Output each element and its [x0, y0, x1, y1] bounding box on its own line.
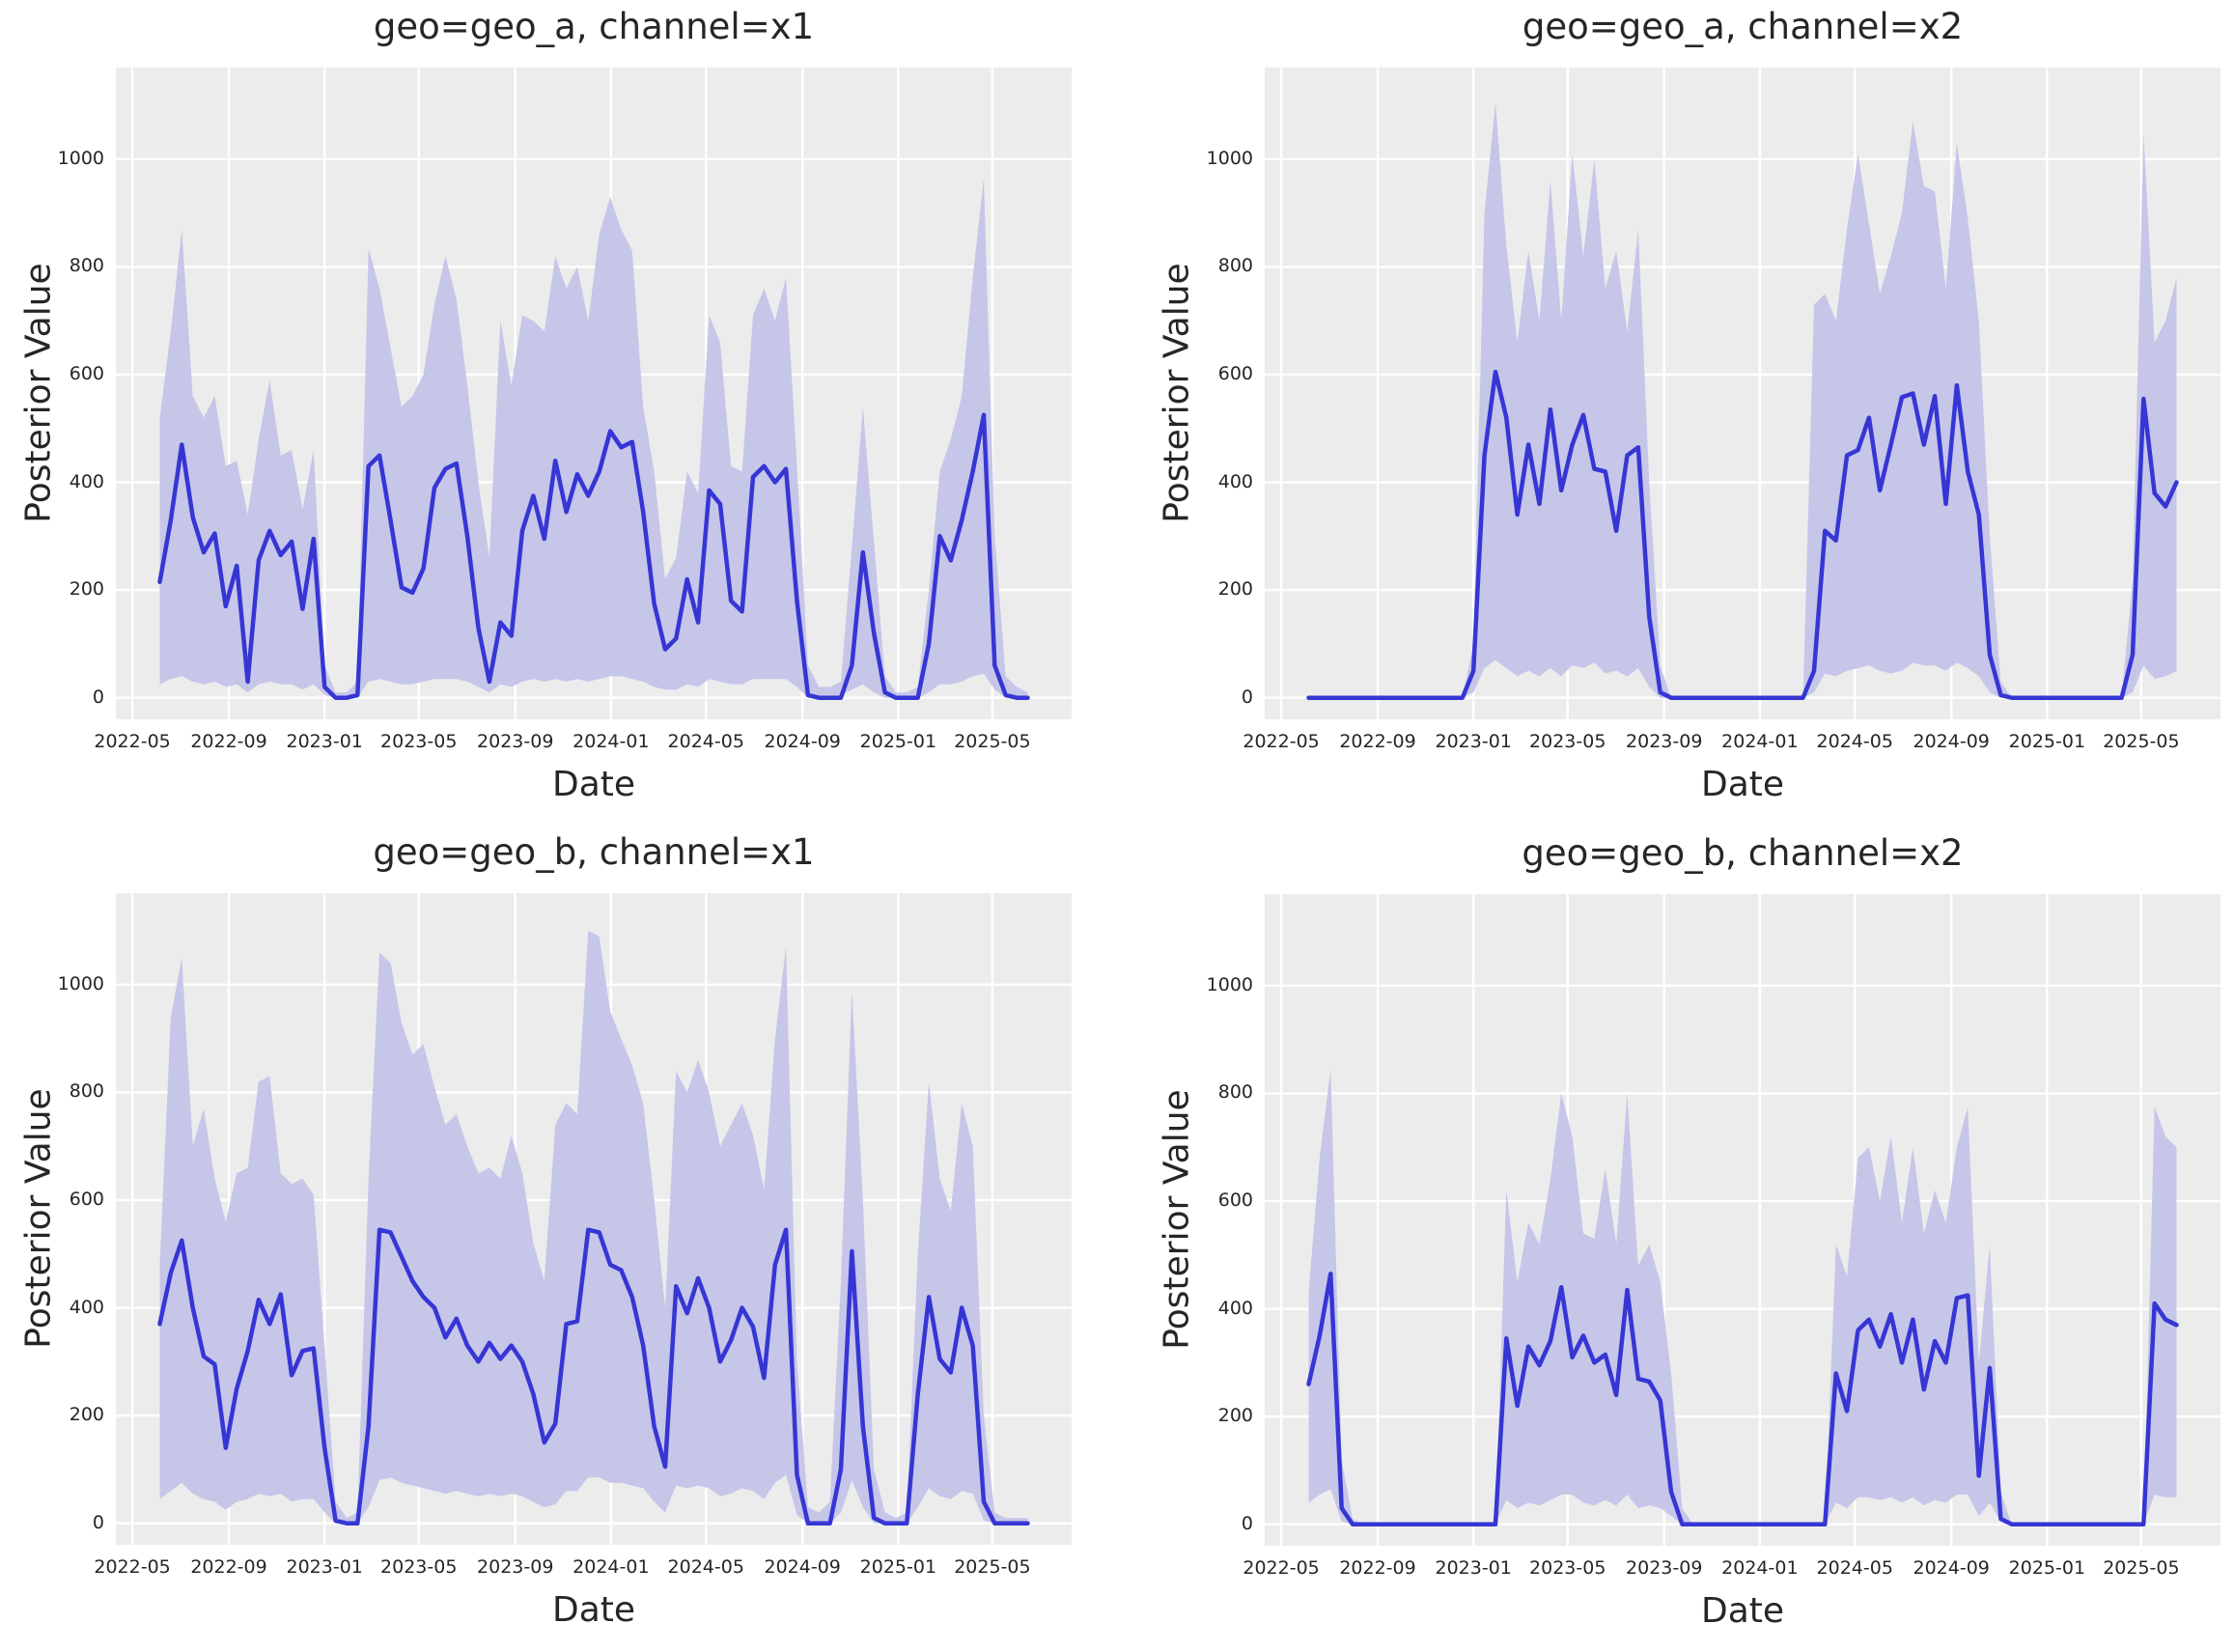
credible-interval-band — [1308, 1069, 2177, 1525]
x-tick-label: 2024-01 — [1721, 1557, 1799, 1579]
y-tick-label: 400 — [1217, 470, 1253, 492]
y-tick-label: 1000 — [57, 147, 104, 169]
y-tick-label: 600 — [69, 1188, 104, 1210]
x-axis-label: Date — [1700, 765, 1785, 804]
gridlines — [1265, 894, 2220, 1546]
x-tick-label: 2022-09 — [1339, 1557, 1416, 1579]
y-tick-label: 0 — [92, 1511, 104, 1533]
plot-canvas — [1265, 894, 2220, 1546]
median-line — [157, 412, 1030, 700]
y-tick-label: 0 — [1241, 1512, 1253, 1534]
x-tick-label: 2023-05 — [380, 1556, 458, 1578]
panel-geo-b-x1: geo=geo_b, channel=x1 Posterior Value Da… — [0, 826, 1117, 1651]
x-tick-label: 2023-09 — [1626, 1557, 1703, 1579]
credible-interval-band — [1308, 102, 2177, 698]
x-tick-label: 2023-05 — [380, 731, 458, 752]
x-tick-label: 2025-01 — [2008, 731, 2086, 752]
y-tick-label: 1000 — [57, 972, 104, 994]
x-tick-label: 2024-05 — [1816, 731, 1893, 752]
y-tick-label: 800 — [69, 1080, 104, 1103]
x-tick-label: 2025-05 — [954, 1556, 1031, 1578]
x-tick-label: 2025-01 — [2008, 1557, 2086, 1579]
y-tick-label: 400 — [1217, 1297, 1253, 1319]
x-tick-label: 2025-05 — [2103, 1557, 2180, 1579]
median-line — [157, 1227, 1030, 1526]
x-tick-label: 2025-01 — [859, 1556, 937, 1578]
x-tick-label: 2023-09 — [1626, 731, 1703, 752]
x-tick-label: 2023-01 — [286, 1556, 363, 1578]
x-tick-label: 2023-05 — [1529, 1557, 1606, 1579]
median-line — [1306, 369, 2179, 700]
panel-title: geo=geo_a, channel=x1 — [373, 6, 815, 47]
x-tick-label: 2024-01 — [572, 1556, 650, 1578]
panel-title: geo=geo_b, channel=x2 — [1522, 832, 1964, 874]
y-tick-label: 0 — [1241, 686, 1253, 708]
x-tick-label: 2025-05 — [954, 731, 1031, 752]
y-tick-label: 800 — [1217, 255, 1253, 277]
panel-title: geo=geo_b, channel=x1 — [373, 831, 815, 873]
x-tick-label: 2024-05 — [667, 1556, 744, 1578]
x-tick-label: 2024-05 — [667, 731, 744, 752]
panel-geo-b-x2: geo=geo_b, channel=x2 Posterior Value Da… — [1117, 826, 2234, 1652]
x-tick-label: 2023-05 — [1529, 731, 1606, 752]
x-tick-label: 2023-01 — [1435, 731, 1512, 752]
panel-geo-a-x1: geo=geo_a, channel=x1 Posterior Value Da… — [0, 0, 1117, 826]
y-tick-label: 1000 — [1206, 973, 1253, 995]
x-axis-label: Date — [1700, 1591, 1785, 1631]
y-tick-label: 400 — [69, 1296, 104, 1318]
x-tick-label: 2023-09 — [477, 1556, 554, 1578]
gridlines — [1265, 68, 2220, 719]
y-tick-label: 800 — [1217, 1081, 1253, 1104]
x-tick-label: 2024-09 — [1913, 1557, 1990, 1579]
x-axis-label: Date — [551, 765, 636, 804]
y-tick-label: 200 — [69, 1404, 104, 1426]
x-tick-label: 2023-01 — [286, 731, 363, 752]
y-tick-label: 200 — [1217, 578, 1253, 601]
y-tick-label: 0 — [92, 686, 104, 708]
x-tick-label: 2024-09 — [764, 731, 841, 752]
plot-canvas — [1265, 68, 2220, 719]
credible-interval-band — [159, 931, 1028, 1524]
y-tick-label: 800 — [69, 255, 104, 277]
panel-title: geo=geo_a, channel=x2 — [1522, 6, 1964, 47]
y-tick-label: 200 — [69, 578, 104, 601]
x-tick-label: 2022-09 — [190, 731, 267, 752]
x-tick-label: 2024-01 — [572, 731, 650, 752]
x-tick-label: 2022-05 — [94, 731, 171, 752]
panel-geo-a-x2: geo=geo_a, channel=x2 Posterior Value Da… — [1117, 0, 2234, 826]
credible-interval-band — [159, 178, 1028, 698]
x-tick-label: 2024-01 — [1721, 731, 1799, 752]
y-tick-label: 600 — [1217, 1189, 1253, 1211]
plot-area — [116, 68, 1072, 719]
plot-canvas — [116, 893, 1072, 1545]
plot-area — [116, 893, 1072, 1545]
x-tick-label: 2022-05 — [94, 1556, 171, 1578]
x-tick-label: 2024-09 — [764, 1556, 841, 1578]
plot-area — [1265, 68, 2220, 719]
x-tick-label: 2022-09 — [190, 1556, 267, 1578]
x-tick-label: 2025-05 — [2103, 731, 2180, 752]
x-tick-label: 2023-09 — [477, 731, 554, 752]
x-axis-label: Date — [551, 1590, 636, 1630]
y-tick-label: 600 — [69, 362, 104, 384]
x-tick-label: 2024-09 — [1913, 731, 1990, 752]
x-tick-label: 2023-01 — [1435, 1557, 1512, 1579]
x-tick-label: 2025-01 — [859, 731, 937, 752]
x-tick-label: 2022-05 — [1243, 1557, 1320, 1579]
y-tick-label: 400 — [69, 470, 104, 492]
x-tick-label: 2024-05 — [1816, 1557, 1893, 1579]
plot-canvas — [116, 68, 1072, 719]
median-line — [1306, 1272, 2179, 1526]
y-tick-label: 600 — [1217, 362, 1253, 384]
x-tick-label: 2022-09 — [1339, 731, 1416, 752]
y-tick-label: 200 — [1217, 1405, 1253, 1427]
x-tick-label: 2022-05 — [1243, 731, 1320, 752]
y-tick-label: 1000 — [1206, 147, 1253, 169]
plot-area — [1265, 894, 2220, 1546]
